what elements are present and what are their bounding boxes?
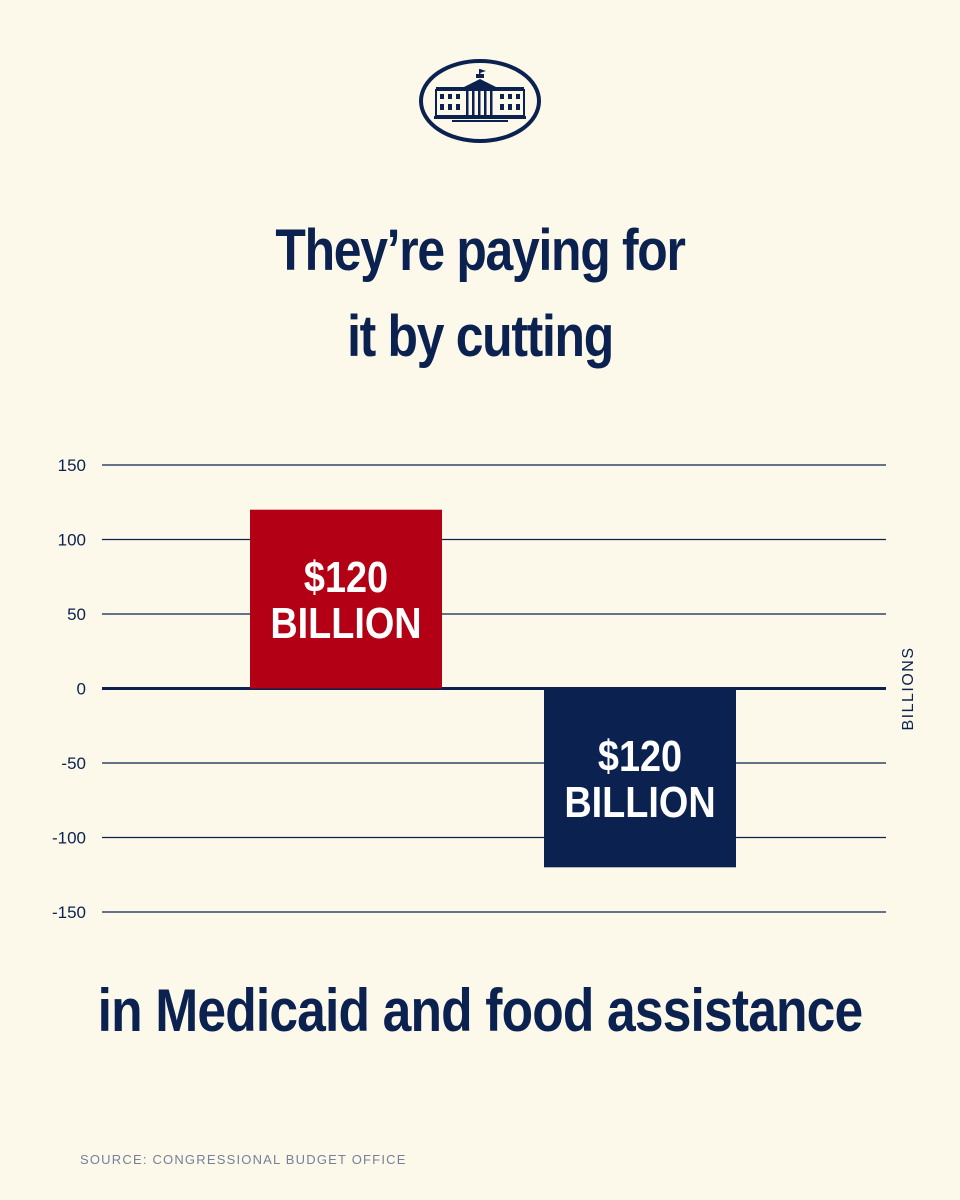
y-tick-label: 100 bbox=[58, 531, 86, 550]
white-house-logo bbox=[419, 59, 541, 143]
bar-2 bbox=[544, 688, 736, 868]
y-tick-label: -50 bbox=[61, 754, 86, 773]
headline-line-2: it by cutting bbox=[347, 304, 614, 369]
source-note: SOURCE: CONGRESSIONAL BUDGET OFFICE bbox=[80, 1152, 407, 1167]
y-tick-label: 150 bbox=[58, 456, 86, 475]
bar-1 bbox=[250, 509, 442, 689]
bar-chart: 150100500-50-100-150$120BILLION$120BILLI… bbox=[52, 456, 917, 922]
white-house-icon bbox=[434, 69, 526, 122]
y-tick-label: -150 bbox=[52, 903, 86, 922]
y-tick-label: -100 bbox=[52, 829, 86, 848]
bar-2-label-line-2: BILLION bbox=[564, 777, 715, 826]
bar-1-label-line-1: $120 bbox=[304, 552, 388, 601]
bar-2-label-line-1: $120 bbox=[598, 731, 682, 780]
y-tick-label: 50 bbox=[67, 605, 86, 624]
headline-line-1: They’re paying for bbox=[275, 218, 685, 283]
bar-1-label-line-2: BILLION bbox=[270, 598, 421, 647]
y-tick-label: 0 bbox=[77, 680, 86, 699]
y-axis-title: BILLIONS bbox=[900, 646, 917, 730]
headline: They’re paying for it by cutting bbox=[67, 208, 893, 380]
caption: in Medicaid and food assistance bbox=[97, 977, 864, 1044]
